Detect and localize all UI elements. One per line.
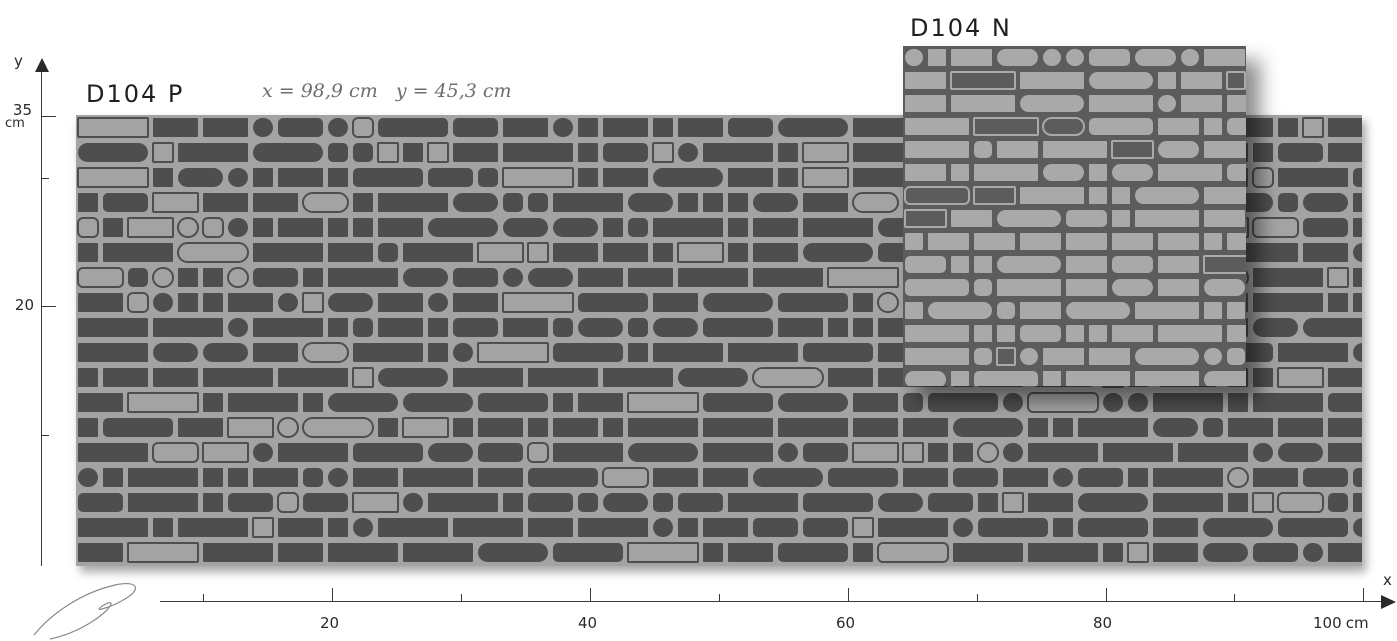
y-axis-line <box>41 70 42 566</box>
pattern-n-svg <box>903 46 1246 386</box>
sample-image-n <box>903 46 1246 386</box>
x-tick-major <box>848 588 849 601</box>
y-tick-35 <box>42 116 56 117</box>
x-axis-line <box>160 601 1382 602</box>
x-axis-arrow <box>1381 595 1396 609</box>
product-title-n: D104 N <box>910 14 1012 42</box>
y-axis-arrow <box>35 58 49 72</box>
x-tick-label-100: 100 cm <box>1313 614 1369 632</box>
y-tick-minor-1 <box>42 178 49 179</box>
x-tick-major <box>332 588 333 601</box>
signature-scribble <box>20 575 150 641</box>
y-tick-label-35: 35 <box>12 101 32 119</box>
x-tick-minor <box>977 594 978 601</box>
x-tick-minor <box>719 594 720 601</box>
x-axis-letter: x <box>1383 571 1392 589</box>
y-tick-label-20: 20 <box>14 296 34 314</box>
x-tick-minor <box>461 594 462 601</box>
x-tick-label-60: 60 <box>836 614 856 632</box>
y-tick-unit-cm: cm <box>5 116 25 131</box>
x-tick-minor <box>203 594 204 601</box>
x-tick-label-40: 40 <box>578 614 598 632</box>
y-tick-minor-2 <box>42 435 49 436</box>
x-tick-label-20: 20 <box>320 614 340 632</box>
x-tick-major <box>1363 588 1364 601</box>
x-tick-minor <box>1234 594 1235 601</box>
product-title-p: D104 P <box>86 80 185 108</box>
x-tick-label-80: 80 <box>1093 614 1113 632</box>
y-axis-letter: y <box>14 52 23 70</box>
x-tick-major <box>590 588 591 601</box>
x-tick-major <box>1106 588 1107 601</box>
product-dimensions-p: x = 98,9 cm y = 45,3 cm <box>262 80 512 102</box>
y-tick-20 <box>42 306 56 307</box>
